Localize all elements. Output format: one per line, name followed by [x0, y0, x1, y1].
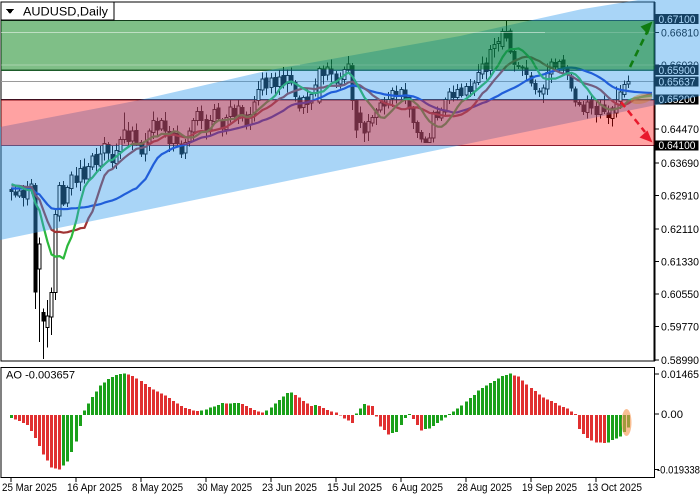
svg-text:-0.019338: -0.019338: [657, 465, 700, 477]
svg-text:0.64470: 0.64470: [661, 124, 699, 136]
svg-text:0.65900: 0.65900: [659, 65, 696, 77]
svg-text:16 Apr 2025: 16 Apr 2025: [67, 482, 122, 494]
svg-text:15 Jul 2025: 15 Jul 2025: [327, 482, 382, 494]
svg-text:0.65637: 0.65637: [659, 76, 696, 88]
svg-text:0.63690: 0.63690: [661, 158, 699, 170]
svg-text:8 May 2025: 8 May 2025: [132, 482, 183, 494]
svg-text:0.67100: 0.67100: [659, 14, 696, 26]
svg-text:0.01465: 0.01465: [661, 369, 699, 381]
svg-text:0.64100: 0.64100: [659, 140, 696, 152]
svg-text:AUDUSD,Daily: AUDUSD,Daily: [23, 7, 108, 19]
svg-text:23 Jun 2025: 23 Jun 2025: [262, 482, 317, 494]
svg-text:0.62910: 0.62910: [661, 190, 699, 202]
svg-text:0.59770: 0.59770: [661, 322, 699, 334]
svg-text:6 Aug 2025: 6 Aug 2025: [392, 482, 443, 494]
svg-text:0.00: 0.00: [661, 409, 683, 421]
svg-text:0.58990: 0.58990: [661, 355, 699, 367]
svg-text:28 Aug 2025: 28 Aug 2025: [457, 482, 512, 494]
svg-text:13 Oct 2025: 13 Oct 2025: [587, 482, 642, 494]
svg-text:0.61330: 0.61330: [661, 256, 699, 268]
svg-text:30 May 2025: 30 May 2025: [197, 482, 252, 494]
svg-text:25 Mar 2025: 25 Mar 2025: [2, 482, 57, 494]
svg-text:AO -0.003657: AO -0.003657: [6, 370, 75, 382]
svg-text:19 Sep 2025: 19 Sep 2025: [522, 482, 577, 494]
svg-text:0.65200: 0.65200: [659, 94, 696, 106]
svg-text:0.66810: 0.66810: [661, 28, 699, 40]
svg-text:0.60550: 0.60550: [661, 289, 699, 301]
svg-text:0.62110: 0.62110: [661, 224, 699, 236]
